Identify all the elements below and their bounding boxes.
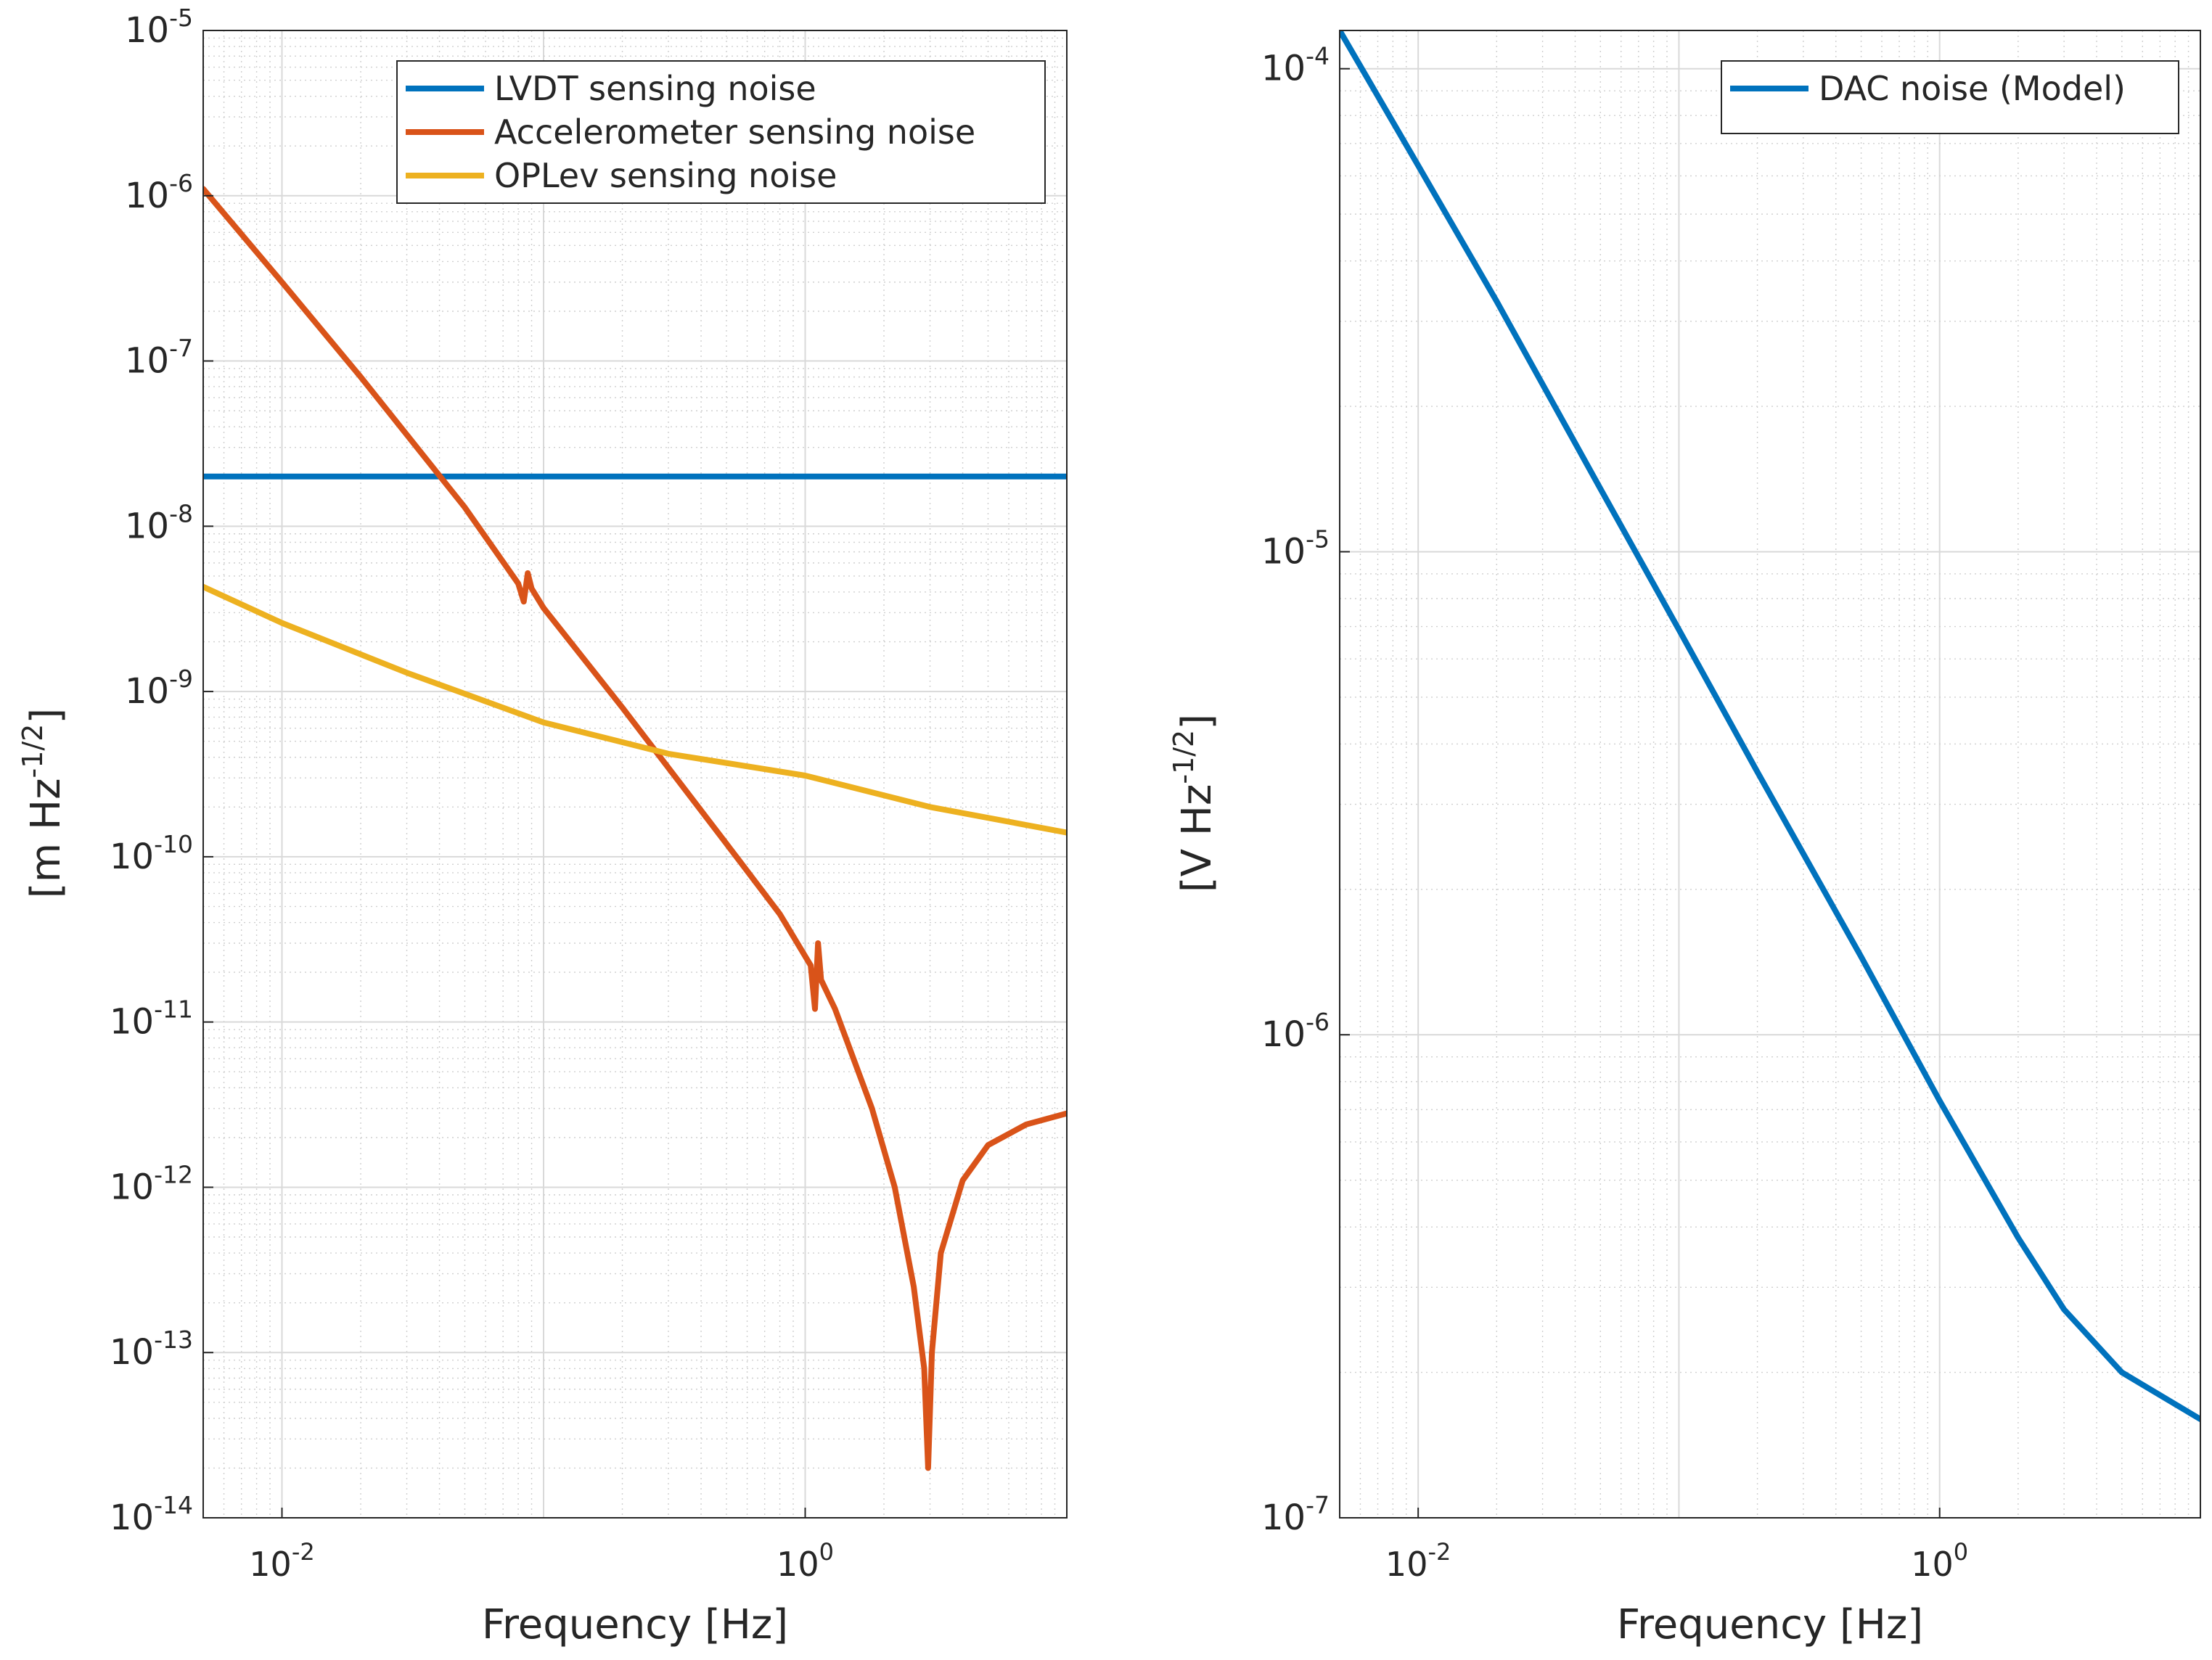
legend-label-1: DAC noise (Model) bbox=[1819, 69, 2126, 108]
y-tick-label: 10-5 bbox=[1261, 525, 1330, 572]
y-tick-label: 10-8 bbox=[125, 499, 193, 546]
legend-box bbox=[396, 60, 1046, 204]
x-tick-label: 100 bbox=[1911, 1538, 1968, 1584]
y-tick-label: 10-6 bbox=[125, 169, 193, 216]
legend-box bbox=[1721, 60, 2179, 134]
legend-label-3: OPLev sensing noise bbox=[494, 156, 837, 195]
x-axis-label: Frequency [Hz] bbox=[1617, 1601, 1923, 1648]
chart-2: 10-2 100 10-7 10-6 10-5 10-4 Frequency [Hz] [V … bbox=[1168, 30, 2201, 1648]
legend-label-1: LVDT sensing noise bbox=[494, 69, 816, 108]
axes-box bbox=[202, 30, 1068, 1519]
series-line-1 bbox=[1340, 30, 2200, 1423]
y-tick-label: 10-4 bbox=[1261, 42, 1330, 89]
x-axis-label: Frequency [Hz] bbox=[482, 1601, 788, 1648]
grid bbox=[1340, 30, 2200, 1518]
y-tick-label: 10-5 bbox=[125, 4, 193, 51]
y-tick-label: 10-11 bbox=[110, 995, 193, 1043]
y-tick-label: 10-10 bbox=[110, 830, 193, 877]
x-tick-label: 10-2 bbox=[1385, 1538, 1451, 1584]
series-group bbox=[1340, 30, 2200, 1423]
legend: DAC noise (Model) bbox=[1721, 60, 2179, 134]
series-line-2 bbox=[203, 186, 1067, 1471]
x-tick-label: 100 bbox=[777, 1538, 834, 1584]
chart-1: 10-2 100 10-14 10-13 10-12 10-11 10-10 10-9 10-8… bbox=[17, 4, 1068, 1648]
y-tick-label: 10-14 bbox=[110, 1491, 193, 1538]
legend: LVDT sensing noise Accelerometer sensing … bbox=[396, 60, 1046, 204]
y-tick-label: 10-6 bbox=[1261, 1008, 1330, 1055]
y-axis-label: [m Hz-1/2] bbox=[17, 708, 70, 898]
y-tick-label: 10-12 bbox=[110, 1160, 193, 1207]
legend-label-2: Accelerometer sensing noise bbox=[494, 112, 975, 152]
y-tick-label: 10-7 bbox=[1261, 1491, 1330, 1538]
series-line-3 bbox=[203, 583, 1067, 836]
y-axis-label: [V Hz-1/2] bbox=[1168, 714, 1221, 892]
y-tick-label: 10-13 bbox=[110, 1326, 193, 1373]
axes-box bbox=[1339, 30, 2201, 1519]
series-group bbox=[203, 186, 1067, 1471]
plot-area bbox=[203, 30, 1067, 1518]
y-tick-label: 10-9 bbox=[125, 665, 193, 712]
y-tick-label: 10-7 bbox=[125, 334, 193, 382]
grid bbox=[203, 30, 1067, 1518]
x-tick-label: 10-2 bbox=[249, 1538, 314, 1584]
